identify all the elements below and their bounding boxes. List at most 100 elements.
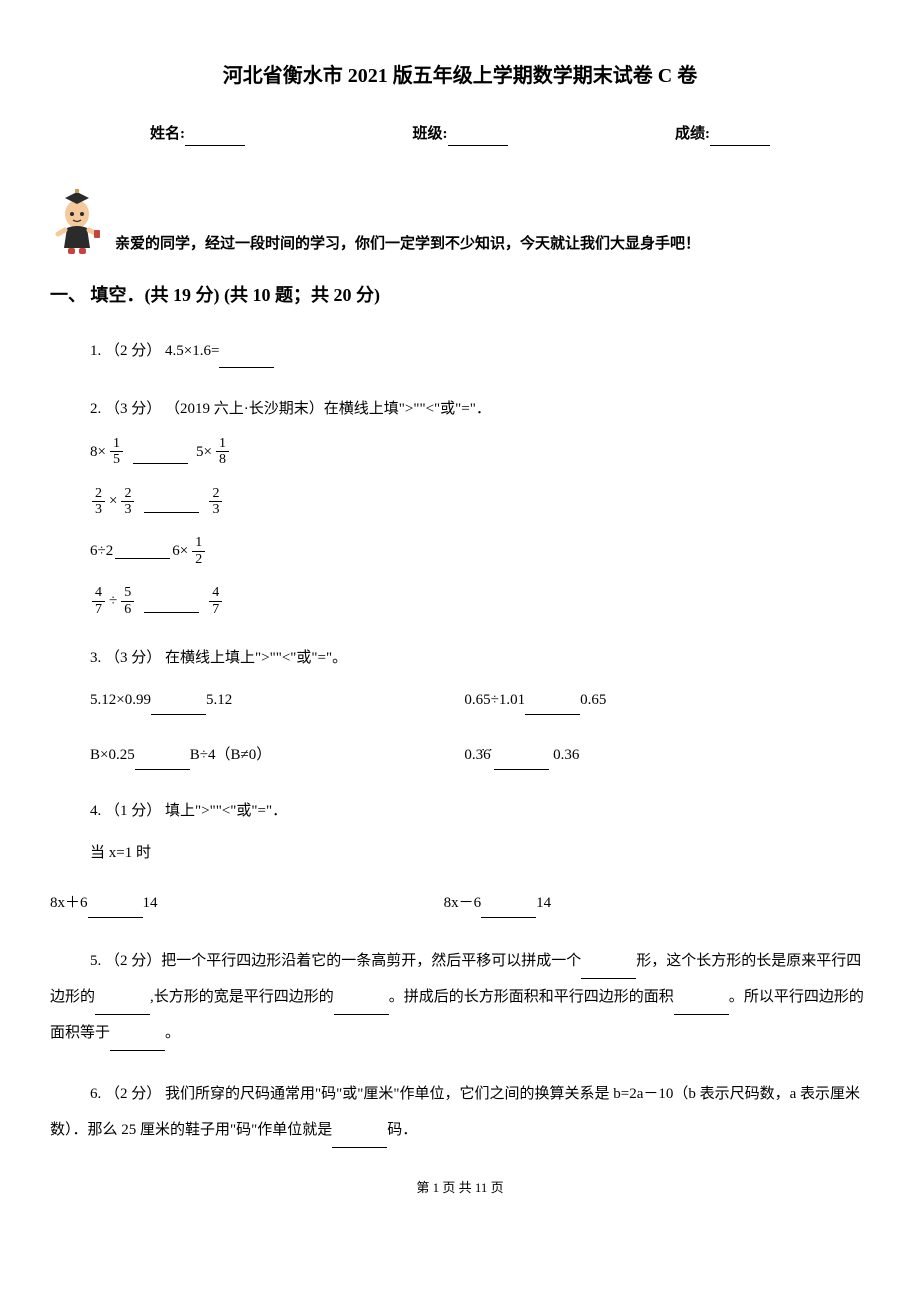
q3-r2-left: B×0.25 B÷4（B≠0）: [90, 740, 464, 770]
q5-b1: [581, 963, 636, 979]
frac-den: 5: [110, 452, 123, 467]
q2-l4-blank: [144, 597, 199, 613]
question-5: 5. （2 分）把一个平行四边形沿着它的一条高剪开，然后平移可以拼成一个 形，这个…: [50, 943, 870, 1051]
q3-r2-la: B×0.25: [90, 747, 135, 763]
q2-line3: 6÷2 6× 12: [90, 535, 870, 567]
q3-r2-ra: 0.3̇6̇: [464, 747, 490, 763]
section-1-header: 一、 填空．(共 19 分) (共 10 题；共 20 分): [50, 281, 870, 310]
score-blank: [710, 130, 770, 146]
q3-r1-la: 5.12×0.99: [90, 692, 151, 708]
q3-r1-rb: 0.65: [580, 692, 606, 708]
frac-num: 1: [110, 436, 123, 452]
frac-den: 3: [209, 502, 222, 517]
q2-l2-blank: [144, 497, 199, 513]
greeting-text: 亲爱的同学，经过一段时间的学习，你们一定学到不少知识，今天就让我们大显身手吧！: [115, 232, 700, 256]
question-6: 6. （2 分） 我们所穿的尺码通常用"码"或"厘米"作单位，它们之间的换算关系…: [50, 1076, 870, 1148]
q5-m4: 。拼成后的长方形面积和平行四边形的面积: [389, 989, 674, 1005]
q3-r1-rblank: [525, 699, 580, 715]
q2-line2: 23 × 23 23: [90, 486, 870, 518]
q4-c1-blank: [88, 902, 143, 918]
q4-sub: 当 x=1 时: [90, 838, 870, 868]
q2-l3-b: 6×: [172, 539, 188, 563]
frac-num: 2: [209, 486, 222, 502]
frac-num: 2: [92, 486, 105, 502]
q2-l4-frac3: 47: [209, 585, 222, 617]
q2-l1-blank: [133, 448, 188, 464]
q3-r1-left: 5.12×0.99 5.12: [90, 685, 464, 715]
q5-end: 。: [165, 1025, 180, 1041]
q1-blank: [219, 352, 274, 368]
q2-l4-frac1: 47: [92, 585, 105, 617]
q4-c1a: 8x＋6: [50, 895, 88, 911]
q2-l3-a: 6÷2: [90, 539, 113, 563]
q6-blank: [332, 1132, 387, 1148]
q2-l1-b: 5×: [196, 440, 212, 464]
q4-col1: 8x＋6 14: [50, 888, 444, 918]
q2-l3-blank: [115, 543, 170, 559]
question-3: 3. （3 分） 在横线上填上">""<"或"="。: [90, 642, 870, 675]
frac-den: 2: [192, 552, 205, 567]
frac-num: 5: [121, 585, 134, 601]
q3-label: 3. （3 分） 在横线上填上">""<"或"="。: [90, 650, 347, 666]
q3-r2-rblank: [494, 754, 549, 770]
score-label: 成绩:: [675, 126, 710, 142]
q5-m5: 。: [729, 989, 744, 1005]
question-4: 4. （1 分） 填上">""<"或"="．: [90, 795, 870, 828]
q5-b2: [95, 999, 150, 1015]
q2-l1-frac2: 18: [216, 436, 229, 468]
q2-l2-frac1: 23: [92, 486, 105, 518]
q2-line4: 47 ÷ 56 47: [90, 585, 870, 617]
student-icon: [50, 186, 105, 256]
frac-den: 6: [121, 602, 134, 617]
q2-l2-frac2: 23: [121, 486, 134, 518]
q5-b4: [674, 999, 729, 1015]
frac-den: 3: [92, 502, 105, 517]
name-blank: [185, 130, 245, 146]
q2-label: 2. （3 分） （2019 六上·长沙期末）在横线上填">""<"或"="．: [90, 401, 491, 417]
q5-prefix: 5. （2 分）把一个平行四边形沿着它的一条高剪开，然后平移可以拼成一个: [90, 953, 581, 969]
q3-r1-ra: 0.65÷1.01: [464, 692, 525, 708]
q2-l4-op: ÷: [109, 589, 117, 613]
frac-num: 2: [121, 486, 134, 502]
q2-l3-frac: 12: [192, 535, 205, 567]
name-label: 姓名:: [150, 126, 185, 142]
q3-r1-lb: 5.12: [206, 692, 232, 708]
q4-row: 8x＋6 14 8x－614: [50, 888, 870, 918]
q3-row2: B×0.25 B÷4（B≠0） 0.3̇6̇ 0.36: [90, 740, 870, 770]
q3-r2-right: 0.3̇6̇ 0.36: [464, 740, 870, 770]
q5-m1: 形，这个长方形的长是原: [636, 953, 801, 969]
q2-l2-frac3: 23: [209, 486, 222, 518]
frac-den: 8: [216, 452, 229, 467]
q5-b3: [334, 999, 389, 1015]
frac-den: 3: [121, 502, 134, 517]
q3-r1-lblank: [151, 699, 206, 715]
name-field: 姓名:: [150, 122, 245, 146]
q3-r2-lb: B÷4（B≠0）: [190, 747, 271, 763]
frac-den: 7: [92, 602, 105, 617]
q2-line1: 8× 15 5× 18: [90, 436, 870, 468]
q3-row1: 5.12×0.99 5.12 0.65÷1.01 0.65: [90, 685, 870, 715]
q4-c1b: 14: [143, 895, 158, 911]
q3-r1-right: 0.65÷1.01 0.65: [464, 685, 870, 715]
header-fields: 姓名: 班级: 成绩:: [50, 122, 870, 146]
q5-m3: ,长方形的宽是平行四边形的: [150, 989, 334, 1005]
class-label: 班级:: [413, 126, 448, 142]
score-field: 成绩:: [675, 122, 770, 146]
q6-prefix: 6. （2 分） 我们所穿的尺码通常用"码"或"厘米"作单位，它们之间的换算关系…: [90, 1086, 790, 1102]
greeting-row: 亲爱的同学，经过一段时间的学习，你们一定学到不少知识，今天就让我们大显身手吧！: [50, 186, 870, 256]
q4-c2a: 8x－6: [444, 895, 482, 911]
frac-den: 7: [209, 602, 222, 617]
q4-label: 4. （1 分） 填上">""<"或"="．: [90, 803, 287, 819]
question-2: 2. （3 分） （2019 六上·长沙期末）在横线上填">""<"或"="．: [90, 393, 870, 426]
q2-l2-op: ×: [109, 489, 117, 513]
q2-l1-frac1: 15: [110, 436, 123, 468]
class-blank: [448, 130, 508, 146]
q2-l1-a: 8×: [90, 440, 106, 464]
frac-num: 4: [92, 585, 105, 601]
q1-label: 1. （2 分） 4.5×1.6=: [90, 343, 219, 359]
question-1: 1. （2 分） 4.5×1.6=: [90, 335, 870, 368]
q6-suffix: 码．: [387, 1122, 417, 1138]
q4-col2: 8x－614: [444, 888, 870, 918]
q5-b5: [110, 1035, 165, 1051]
q3-r2-rb: 0.36: [553, 747, 579, 763]
